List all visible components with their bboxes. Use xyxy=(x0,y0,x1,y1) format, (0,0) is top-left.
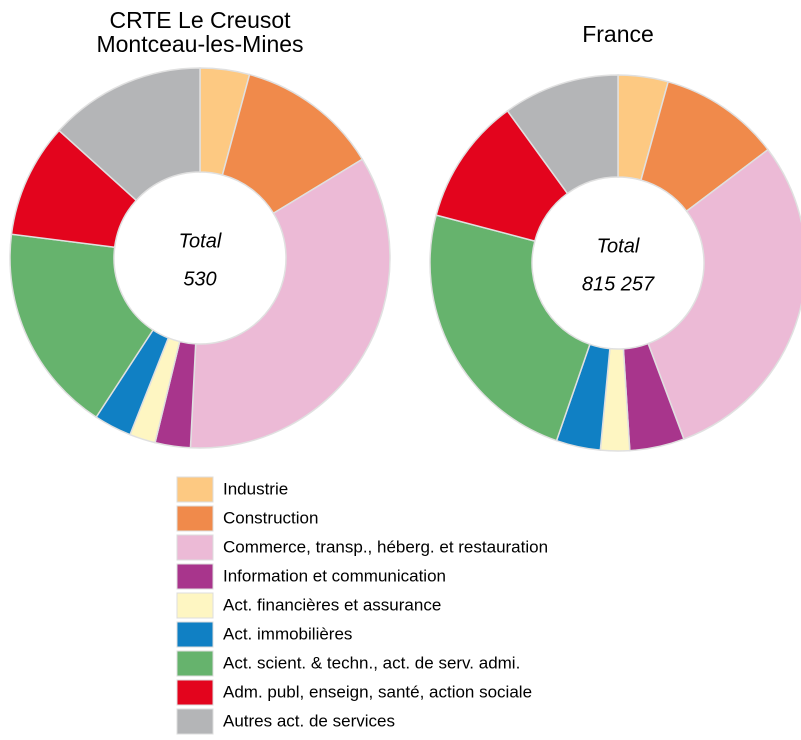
donut-segment xyxy=(647,148,801,441)
legend-swatch xyxy=(176,621,214,648)
legend-swatch xyxy=(176,592,214,619)
donut-segment xyxy=(189,158,391,449)
chart-title: Montceau-les-Mines xyxy=(96,31,303,57)
chart-title: France xyxy=(582,21,654,47)
center-label: Total xyxy=(179,230,222,252)
legend-label: Act. financières et assurance xyxy=(223,595,441,614)
legend-swatch xyxy=(176,679,214,706)
donut-segment xyxy=(506,74,619,195)
legend-label: Act. scient. & techn., act. de serv. adm… xyxy=(223,653,520,672)
center-label: 815 257 xyxy=(582,273,655,295)
legend-label: Act. immobilières xyxy=(223,624,352,643)
donut-segment xyxy=(429,214,591,442)
center-label: Total xyxy=(597,235,640,257)
legend-label: Construction xyxy=(223,508,318,527)
legend-label: Adm. publ, enseign, santé, action social… xyxy=(223,682,532,701)
legend-swatch xyxy=(176,505,214,532)
legend-swatch xyxy=(176,650,214,677)
legend-label: Autres act. de services xyxy=(223,711,395,730)
chart-title: CRTE Le Creusot xyxy=(109,7,291,33)
legend-label: Information et communication xyxy=(223,566,446,585)
center-label: 530 xyxy=(183,268,216,290)
legend-swatch xyxy=(176,563,214,590)
legend-swatch xyxy=(176,708,214,735)
legend-label: Industrie xyxy=(223,479,288,498)
donut-segment xyxy=(58,67,201,202)
legend-swatch xyxy=(176,476,214,503)
legend-swatch xyxy=(176,534,214,561)
legend-label: Commerce, transp., héberg. et restaurati… xyxy=(223,537,548,556)
donut-segment xyxy=(9,233,155,419)
